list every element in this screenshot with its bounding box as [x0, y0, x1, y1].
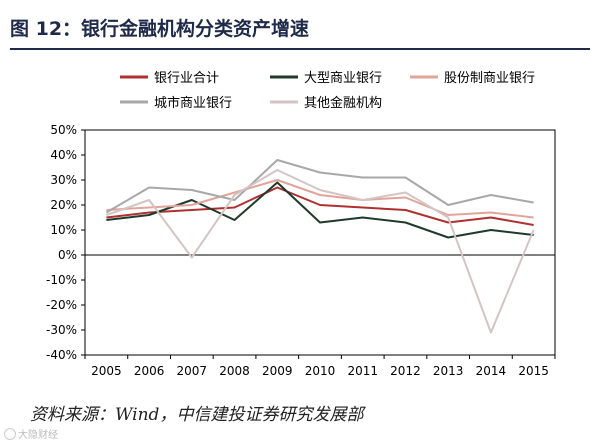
x-tick-label: 2006: [134, 364, 165, 378]
y-tick-label: 20%: [50, 198, 77, 212]
watermark-logo-icon: [4, 428, 16, 440]
y-tick-label: -30%: [46, 323, 77, 337]
x-tick-label: 2010: [305, 364, 336, 378]
source-note: 资料来源：Wind，中信建投证券研究发展部: [30, 405, 364, 425]
legend-label: 股份制商业银行: [444, 71, 535, 86]
plot-frame: [84, 129, 556, 356]
x-tick-label: 2013: [433, 364, 464, 378]
y-tick-label: 50%: [50, 123, 77, 137]
series-line-5: [106, 169, 535, 334]
title-divider: [10, 48, 590, 50]
series-line-1: [106, 186, 534, 226]
y-tick-label: -10%: [46, 273, 77, 287]
chart-container: 银行业合计 大型商业银行 股份制商业银行 城市商业银行 其他金融机构 -40% -30% -…: [0, 55, 600, 385]
x-tick-label: 2014: [476, 364, 507, 378]
chart-plot-area: [105, 159, 535, 334]
series-line-4: [105, 159, 534, 214]
x-tick-label: 2009: [262, 364, 293, 378]
y-tick-label: 10%: [50, 223, 77, 237]
x-tick-label: 2012: [390, 364, 421, 378]
y-tick-label: 0%: [58, 248, 77, 262]
chart-axes: -40% -30% -20% -10% 0% 10% 20% 30% 40% 50% 2005 200…: [46, 123, 556, 378]
legend-label: 城市商业银行: [154, 95, 232, 111]
y-tick-label: -20%: [46, 298, 77, 312]
y-tick-label: 40%: [50, 148, 77, 162]
x-tick-label: 2005: [91, 364, 122, 378]
x-tick-label: 2011: [347, 364, 378, 378]
y-tick-label: -40%: [46, 348, 77, 362]
figure-header: 图 12：银行金融机构分类资产增速: [0, 0, 600, 50]
x-tick-label: 2015: [518, 364, 549, 378]
legend-label: 银行业合计: [154, 71, 219, 86]
y-tick-label: 30%: [50, 173, 77, 187]
figure-title: 图 12：银行金融机构分类资产增速: [10, 18, 310, 40]
series-line-3: [106, 179, 534, 219]
watermark: 大隐财经: [4, 426, 58, 441]
legend-label: 大型商业银行: [304, 71, 382, 86]
x-tick-label: 2007: [177, 364, 208, 378]
x-tick-label: 2008: [219, 364, 250, 378]
watermark-text: 大隐财经: [18, 430, 58, 441]
legend-label: 其他金融机构: [304, 95, 382, 111]
